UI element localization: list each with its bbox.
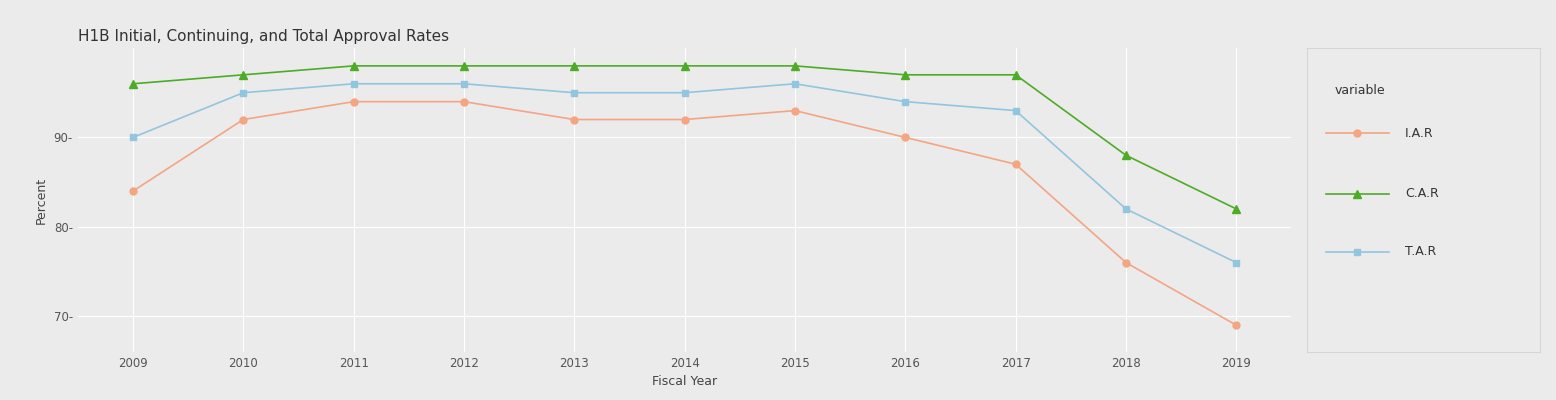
Text: I.A.R: I.A.R (1405, 127, 1433, 140)
I.A.R (675, 117, 694, 122)
C.A.R (896, 72, 915, 77)
C.A.R (1117, 153, 1136, 158)
C.A.R (675, 64, 694, 68)
C.A.R (786, 64, 804, 68)
C.A.R (344, 64, 363, 68)
T.A.R (123, 135, 142, 140)
C.A.R (565, 64, 584, 68)
T.A.R (896, 99, 915, 104)
T.A.R (1007, 108, 1025, 113)
C.A.R (123, 81, 142, 86)
I.A.R (233, 117, 252, 122)
X-axis label: Fiscal Year: Fiscal Year (652, 376, 717, 388)
T.A.R (1117, 206, 1136, 211)
Text: C.A.R: C.A.R (1405, 188, 1439, 200)
C.A.R (233, 72, 252, 77)
Text: variable: variable (1335, 84, 1386, 98)
Y-axis label: Percent: Percent (36, 176, 48, 224)
C.A.R (1007, 72, 1025, 77)
I.A.R (344, 99, 363, 104)
Text: T.A.R: T.A.R (1405, 245, 1436, 258)
T.A.R (786, 81, 804, 86)
I.A.R (1117, 260, 1136, 265)
I.A.R (123, 189, 142, 194)
I.A.R (565, 117, 584, 122)
T.A.R (565, 90, 584, 95)
I.A.R (1228, 323, 1246, 328)
I.A.R (1007, 162, 1025, 167)
T.A.R (675, 90, 694, 95)
C.A.R (454, 64, 473, 68)
T.A.R (1228, 260, 1246, 265)
T.A.R (454, 81, 473, 86)
I.A.R (454, 99, 473, 104)
I.A.R (896, 135, 915, 140)
I.A.R (786, 108, 804, 113)
T.A.R (344, 81, 363, 86)
Line: T.A.R: T.A.R (129, 80, 1240, 266)
Line: C.A.R: C.A.R (129, 62, 1240, 213)
Line: I.A.R: I.A.R (129, 98, 1240, 329)
T.A.R (233, 90, 252, 95)
Text: H1B Initial, Continuing, and Total Approval Rates: H1B Initial, Continuing, and Total Appro… (78, 29, 450, 44)
C.A.R (1228, 206, 1246, 211)
